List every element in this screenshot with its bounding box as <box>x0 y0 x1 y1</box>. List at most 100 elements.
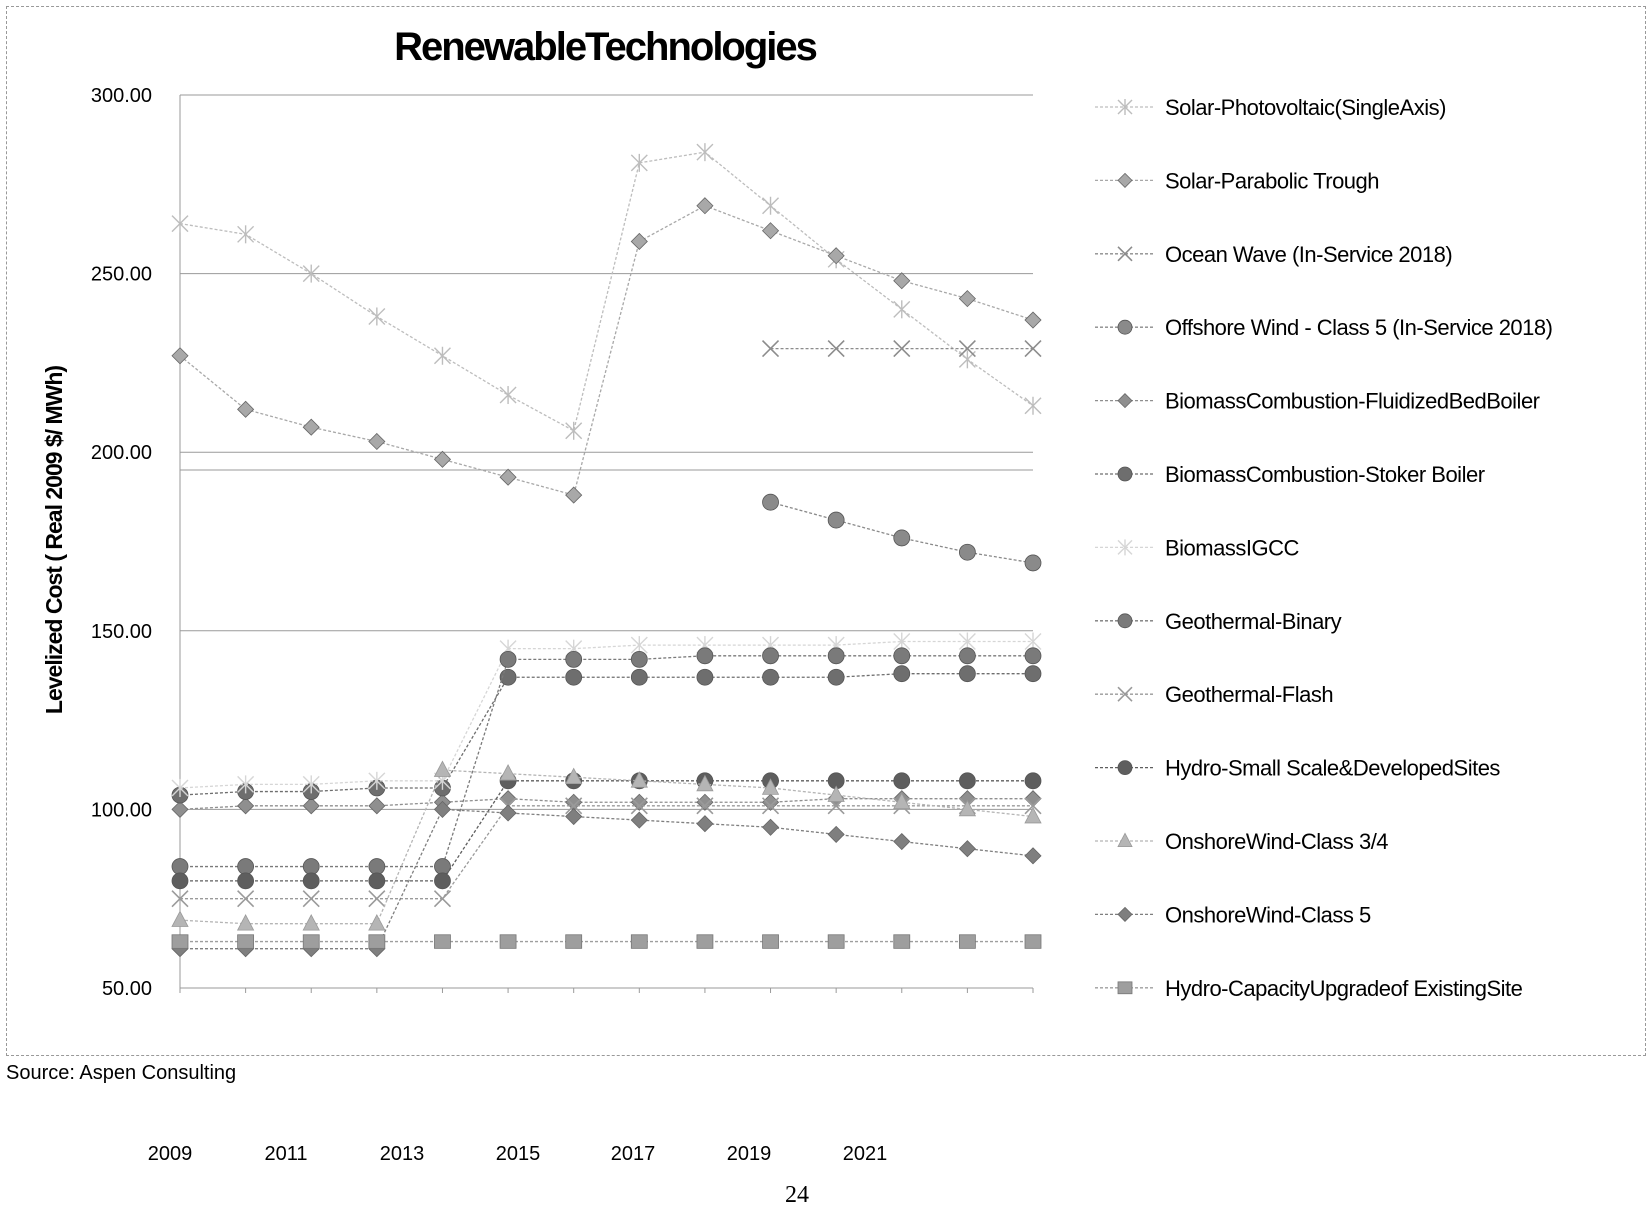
data-point <box>827 511 845 529</box>
data-point <box>1117 99 1133 115</box>
data-point <box>1024 340 1042 358</box>
data-point <box>958 799 977 817</box>
data-point <box>237 934 255 949</box>
data-point <box>302 418 320 436</box>
data-point <box>1117 539 1133 556</box>
legend-item: Hydro-Small Scale&DevelopedSites <box>1095 756 1501 781</box>
data-point <box>630 793 648 811</box>
legend-label: BiomassIGCC <box>1165 535 1299 560</box>
series-line <box>179 673 1033 796</box>
x-tick-label: 2011 <box>264 1143 307 1165</box>
data-point <box>827 668 845 686</box>
data-point <box>499 934 517 949</box>
data-point <box>1024 647 1042 665</box>
legend-item: Solar-Photovoltaic(SingleAxis) <box>1095 95 1446 120</box>
data-point <box>499 804 517 822</box>
data-point <box>1024 554 1042 572</box>
legend-label: Offshore Wind - Class 5 (In-Service 2018… <box>1165 315 1552 340</box>
data-point <box>958 840 976 858</box>
legend-label: Hydro-Small Scale&DevelopedSites <box>1165 756 1500 781</box>
series <box>171 647 1042 875</box>
y-tick-label: 150.00 <box>91 621 152 643</box>
data-point <box>630 650 648 668</box>
gridlines <box>179 94 1034 993</box>
data-point <box>499 790 517 808</box>
x-tick-label: 2013 <box>380 1143 425 1165</box>
data-point <box>368 858 386 875</box>
data-point <box>237 775 255 794</box>
chart-text: 300.00 250.00 200.00 150.00 100.00 50.00 Renew… <box>6 25 887 1206</box>
data-point <box>696 793 714 811</box>
legend-label: Geothermal-Binary <box>1165 609 1342 634</box>
series-line <box>179 151 1034 432</box>
data-point <box>1117 686 1133 702</box>
data-point <box>630 153 648 172</box>
data-point <box>565 807 583 826</box>
series <box>171 797 1042 908</box>
data-point <box>237 225 255 244</box>
data-point <box>565 797 583 815</box>
legend-item: Geothermal-Flash <box>1095 682 1334 707</box>
data-point <box>762 196 780 215</box>
data-point <box>1117 246 1133 262</box>
data-point <box>237 797 255 815</box>
data-point <box>696 197 714 215</box>
data-point <box>1024 311 1042 329</box>
data-point <box>696 934 714 949</box>
data-point <box>630 811 648 829</box>
data-point <box>696 797 714 815</box>
legend-label: OnshoreWind-Class 3/4 <box>1165 829 1388 854</box>
data-point <box>1024 797 1042 815</box>
series-line <box>180 808 1034 950</box>
data-point <box>302 872 320 890</box>
x-tick-label: 2017 <box>611 1143 656 1165</box>
data-point <box>1024 665 1042 683</box>
data-point <box>630 232 648 251</box>
data-point <box>958 290 976 308</box>
data-point <box>762 934 779 949</box>
data-point <box>827 825 845 843</box>
data-point <box>433 450 452 468</box>
series-line <box>180 655 1033 868</box>
data-point <box>630 771 648 788</box>
data-point <box>696 774 714 792</box>
data-point <box>761 340 780 358</box>
data-point <box>565 934 583 949</box>
data-point <box>1117 613 1133 629</box>
series-line <box>179 640 1033 789</box>
data-point <box>827 785 845 802</box>
legend-label: BiomassCombustion-FluidizedBedBoiler <box>1165 389 1540 414</box>
legend-label: BiomassCombustion-Stoker Boiler <box>1165 462 1485 487</box>
data-point <box>237 400 255 418</box>
series <box>171 772 1042 890</box>
data-point <box>171 872 189 890</box>
data-point <box>958 543 976 561</box>
series-line <box>180 780 1033 882</box>
data-point <box>368 872 386 890</box>
series <box>171 665 1042 804</box>
legend-item: Hydro-CapacityUpgradeof ExistingSite <box>1095 976 1523 1001</box>
data-point <box>1117 172 1133 188</box>
data-point <box>827 934 845 949</box>
data-point <box>761 222 780 240</box>
series <box>171 760 1042 931</box>
data-point <box>368 914 386 931</box>
data-point <box>433 800 452 818</box>
data-point <box>171 214 189 233</box>
data-point <box>1117 466 1133 482</box>
data-point <box>565 421 583 440</box>
data-point <box>958 647 976 665</box>
data-point <box>1024 790 1042 808</box>
data-point <box>237 872 255 890</box>
data-point <box>1024 396 1042 415</box>
legend-item: Offshore Wind - Class 5 (In-Service 2018… <box>1095 315 1553 340</box>
data-point <box>630 668 648 686</box>
data-point <box>433 890 452 908</box>
y-tick-label: 250.00 <box>91 264 152 286</box>
legend-item: BiomassCombustion-FluidizedBedBoiler <box>1095 389 1540 414</box>
series <box>171 143 1042 440</box>
y-tick-label: 200.00 <box>91 442 152 464</box>
series-line <box>179 769 1034 925</box>
data-point <box>434 934 451 949</box>
legend-label: Solar-Parabolic Trough <box>1165 168 1379 193</box>
